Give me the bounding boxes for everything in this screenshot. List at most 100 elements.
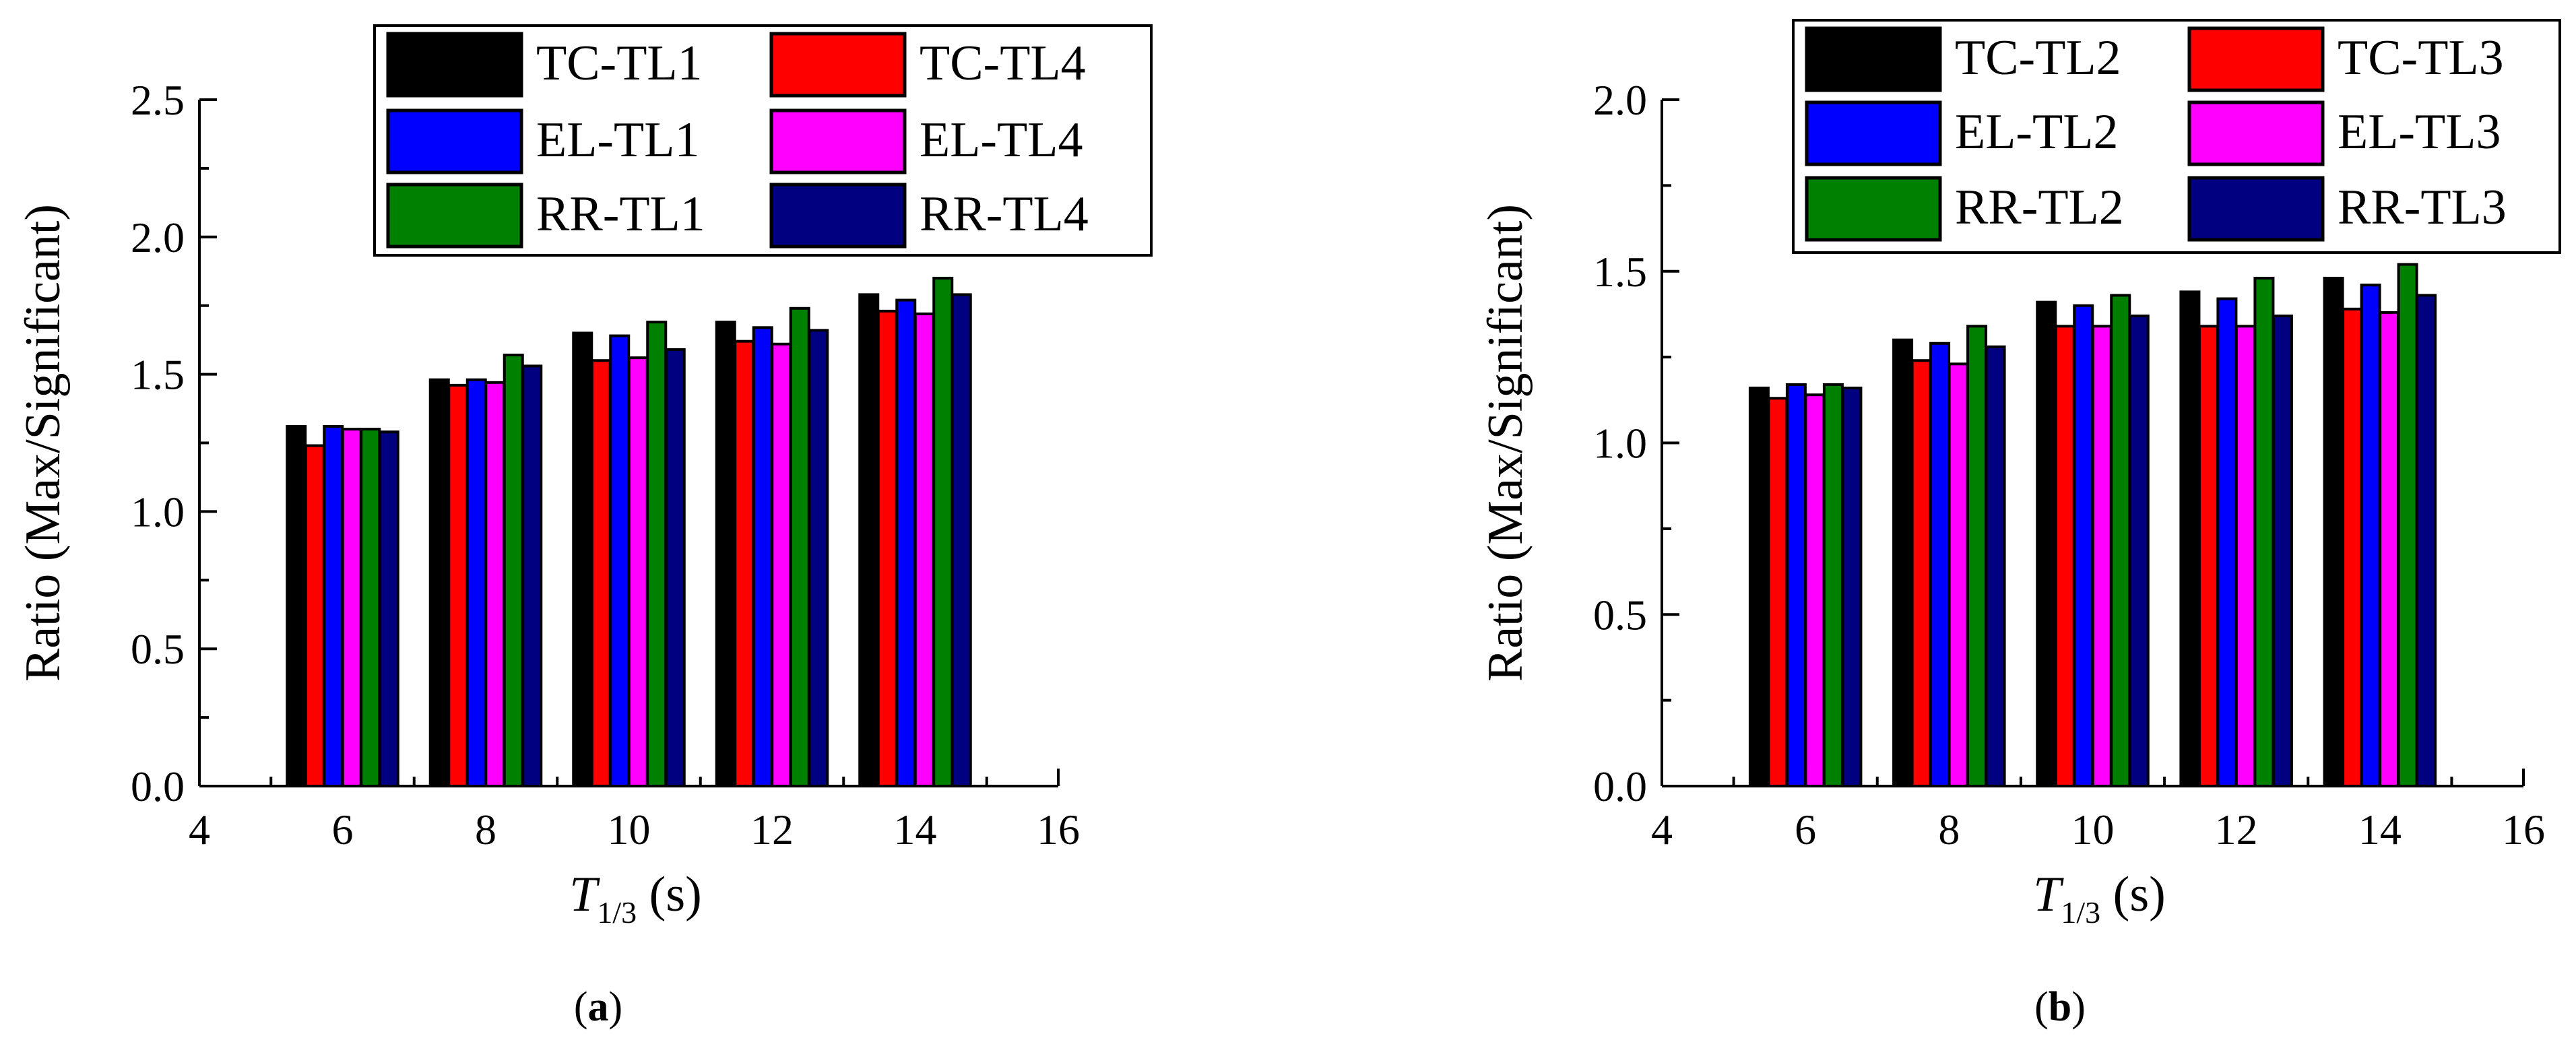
- legend-label-RR-TL2: RR-TL2: [1955, 180, 2124, 235]
- legend-label-TC-TL3: TC-TL3: [2338, 30, 2504, 86]
- bar-RR-TL2-8: [1966, 325, 1988, 787]
- legend-label-EL-TL3: EL-TL3: [2338, 104, 2501, 160]
- bar-TC-TL4-12: [734, 339, 755, 787]
- bar-RR-TL4-14: [951, 293, 972, 787]
- bar-RR-TL2-12: [2253, 276, 2275, 787]
- bar-TC-TL2-6: [1748, 386, 1770, 787]
- x-tick-label-14: 14: [894, 806, 937, 853]
- legend-label-RR-TL3: RR-TL3: [2338, 180, 2507, 235]
- bar-RR-TL3-12: [2272, 314, 2293, 787]
- bar-RR-TL4-8: [521, 364, 543, 787]
- bar-EL-TL2-6: [1785, 383, 1807, 787]
- legend-swatch-EL-TL4: [769, 108, 907, 174]
- x-axis-symbol: T: [569, 867, 600, 922]
- panel-label-close: ): [2071, 984, 2086, 1030]
- bar-EL-TL4-6: [341, 428, 362, 787]
- legend-label-RR-TL4: RR-TL4: [920, 187, 1089, 242]
- bar-EL-TL4-12: [771, 342, 792, 788]
- bar-TC-TL4-6: [304, 444, 325, 787]
- bar-TC-TL4-14: [876, 309, 898, 787]
- bar-TC-TL1-14: [858, 293, 880, 787]
- x-tick-label-12: 12: [2215, 806, 2258, 853]
- legend-label-TC-TL2: TC-TL2: [1955, 30, 2121, 86]
- legend-swatch-TC-TL4: [769, 32, 907, 98]
- panel-label-letter: a: [588, 984, 609, 1030]
- y-tick-label-0.0: 0.0: [131, 763, 185, 810]
- legend-swatch-TC-TL2: [1805, 26, 1942, 92]
- bar-TC-TL1-12: [715, 321, 736, 787]
- bar-EL-TL1-10: [609, 334, 631, 787]
- y-tick-label-1.5: 1.5: [131, 351, 185, 399]
- legend-label-RR-TL1: RR-TL1: [536, 187, 705, 242]
- bar-TC-TL3-14: [2342, 307, 2363, 788]
- bar-EL-TL1-14: [895, 298, 917, 788]
- bar-EL-TL3-14: [2379, 311, 2400, 787]
- legend-swatch-EL-TL2: [1805, 100, 1942, 166]
- x-axis-label: T1/3 (s): [2033, 867, 2166, 930]
- panel-label-close: ): [609, 984, 623, 1030]
- bar-RR-TL3-6: [1841, 386, 1863, 787]
- bar-RR-TL1-8: [503, 354, 524, 787]
- bar-RR-TL2-14: [2397, 263, 2418, 787]
- y-tick-label-2.5: 2.5: [131, 76, 185, 124]
- panel-label-open: (: [574, 984, 588, 1030]
- bar-TC-TL2-12: [2179, 290, 2201, 787]
- bar-EL-TL3-10: [2091, 325, 2113, 787]
- panel-label: (a): [574, 984, 622, 1030]
- bar-RR-TL2-10: [2110, 294, 2131, 788]
- bar-TC-TL1-10: [572, 331, 593, 787]
- y-axis-label: Ratio (Max/Significant): [15, 204, 71, 682]
- legend-label-TC-TL4: TC-TL4: [920, 36, 1086, 91]
- bar-TC-TL3-10: [2054, 325, 2075, 787]
- y-tick-label-1.0: 1.0: [1593, 420, 1647, 467]
- bar-TC-TL2-10: [2036, 300, 2057, 788]
- bar-EL-TL4-10: [627, 356, 649, 787]
- bar-RR-TL4-10: [664, 348, 686, 787]
- bar-TC-TL1-8: [428, 378, 450, 787]
- bar-EL-TL1-12: [752, 326, 773, 788]
- x-tick-label-6: 6: [332, 806, 354, 853]
- bar-RR-TL1-6: [360, 428, 381, 787]
- bar-EL-TL1-6: [323, 425, 344, 787]
- x-tick-label-16: 16: [2502, 806, 2545, 853]
- bar-EL-TL2-10: [2073, 304, 2094, 787]
- legend-swatch-EL-TL1: [386, 108, 523, 174]
- bar-RR-TL3-14: [2416, 294, 2437, 788]
- panel-label: (b): [2034, 984, 2086, 1030]
- x-tick-label-8: 8: [1938, 806, 1960, 853]
- bar-EL-TL3-12: [2234, 325, 2256, 787]
- y-tick-label-0.5: 0.5: [131, 625, 185, 673]
- panel-label-letter: b: [2049, 984, 2071, 1030]
- bar-RR-TL3-10: [2128, 314, 2150, 787]
- bar-TC-TL3-8: [1910, 359, 1932, 787]
- chart-panel-a: 0.0 0.5 1.0 1.5 2.0 2.5 4 6 8 10 12 14 16 Ratio (Max/…: [15, 24, 1153, 1030]
- bar-TC-TL1-6: [286, 425, 307, 787]
- x-tick-label-6: 6: [1795, 806, 1816, 853]
- x-axis-subscript: 1/3: [2061, 895, 2100, 930]
- bar-EL-TL1-8: [465, 378, 487, 787]
- bar-EL-TL4-8: [484, 381, 506, 787]
- bar-RR-TL3-8: [1985, 345, 2006, 787]
- x-tick-label-4: 4: [1651, 806, 1673, 853]
- x-tick-label-12: 12: [750, 806, 794, 853]
- bar-TC-TL2-8: [1892, 338, 1914, 787]
- bar-TC-TL3-12: [2197, 325, 2219, 787]
- legend-label-EL-TL4: EL-TL4: [920, 112, 1083, 168]
- bar-RR-TL1-12: [789, 306, 810, 787]
- bar-RR-TL1-14: [932, 276, 954, 787]
- legend-swatch-RR-TL3: [2187, 176, 2325, 242]
- y-tick-label-2.0: 2.0: [131, 214, 185, 261]
- y-tick-label-0.5: 0.5: [1593, 591, 1647, 639]
- x-tick-label-10: 10: [608, 806, 651, 853]
- bar-EL-TL3-6: [1804, 393, 1826, 787]
- bar-RR-TL4-6: [378, 430, 399, 787]
- legend-label-EL-TL2: EL-TL2: [1955, 104, 2118, 160]
- panel-label-open: (: [2034, 984, 2049, 1030]
- legend-swatch-TC-TL1: [386, 32, 523, 98]
- chart-panel-b: 0.0 0.5 1.0 1.5 2.0 4 6 8 10 12 14 16 Ratio (Max/Sig…: [1478, 19, 2561, 1030]
- legend-swatch-RR-TL4: [769, 183, 907, 249]
- bar-TC-TL3-6: [1767, 397, 1789, 787]
- x-tick-label-14: 14: [2358, 806, 2402, 853]
- bar-EL-TL2-12: [2216, 297, 2238, 787]
